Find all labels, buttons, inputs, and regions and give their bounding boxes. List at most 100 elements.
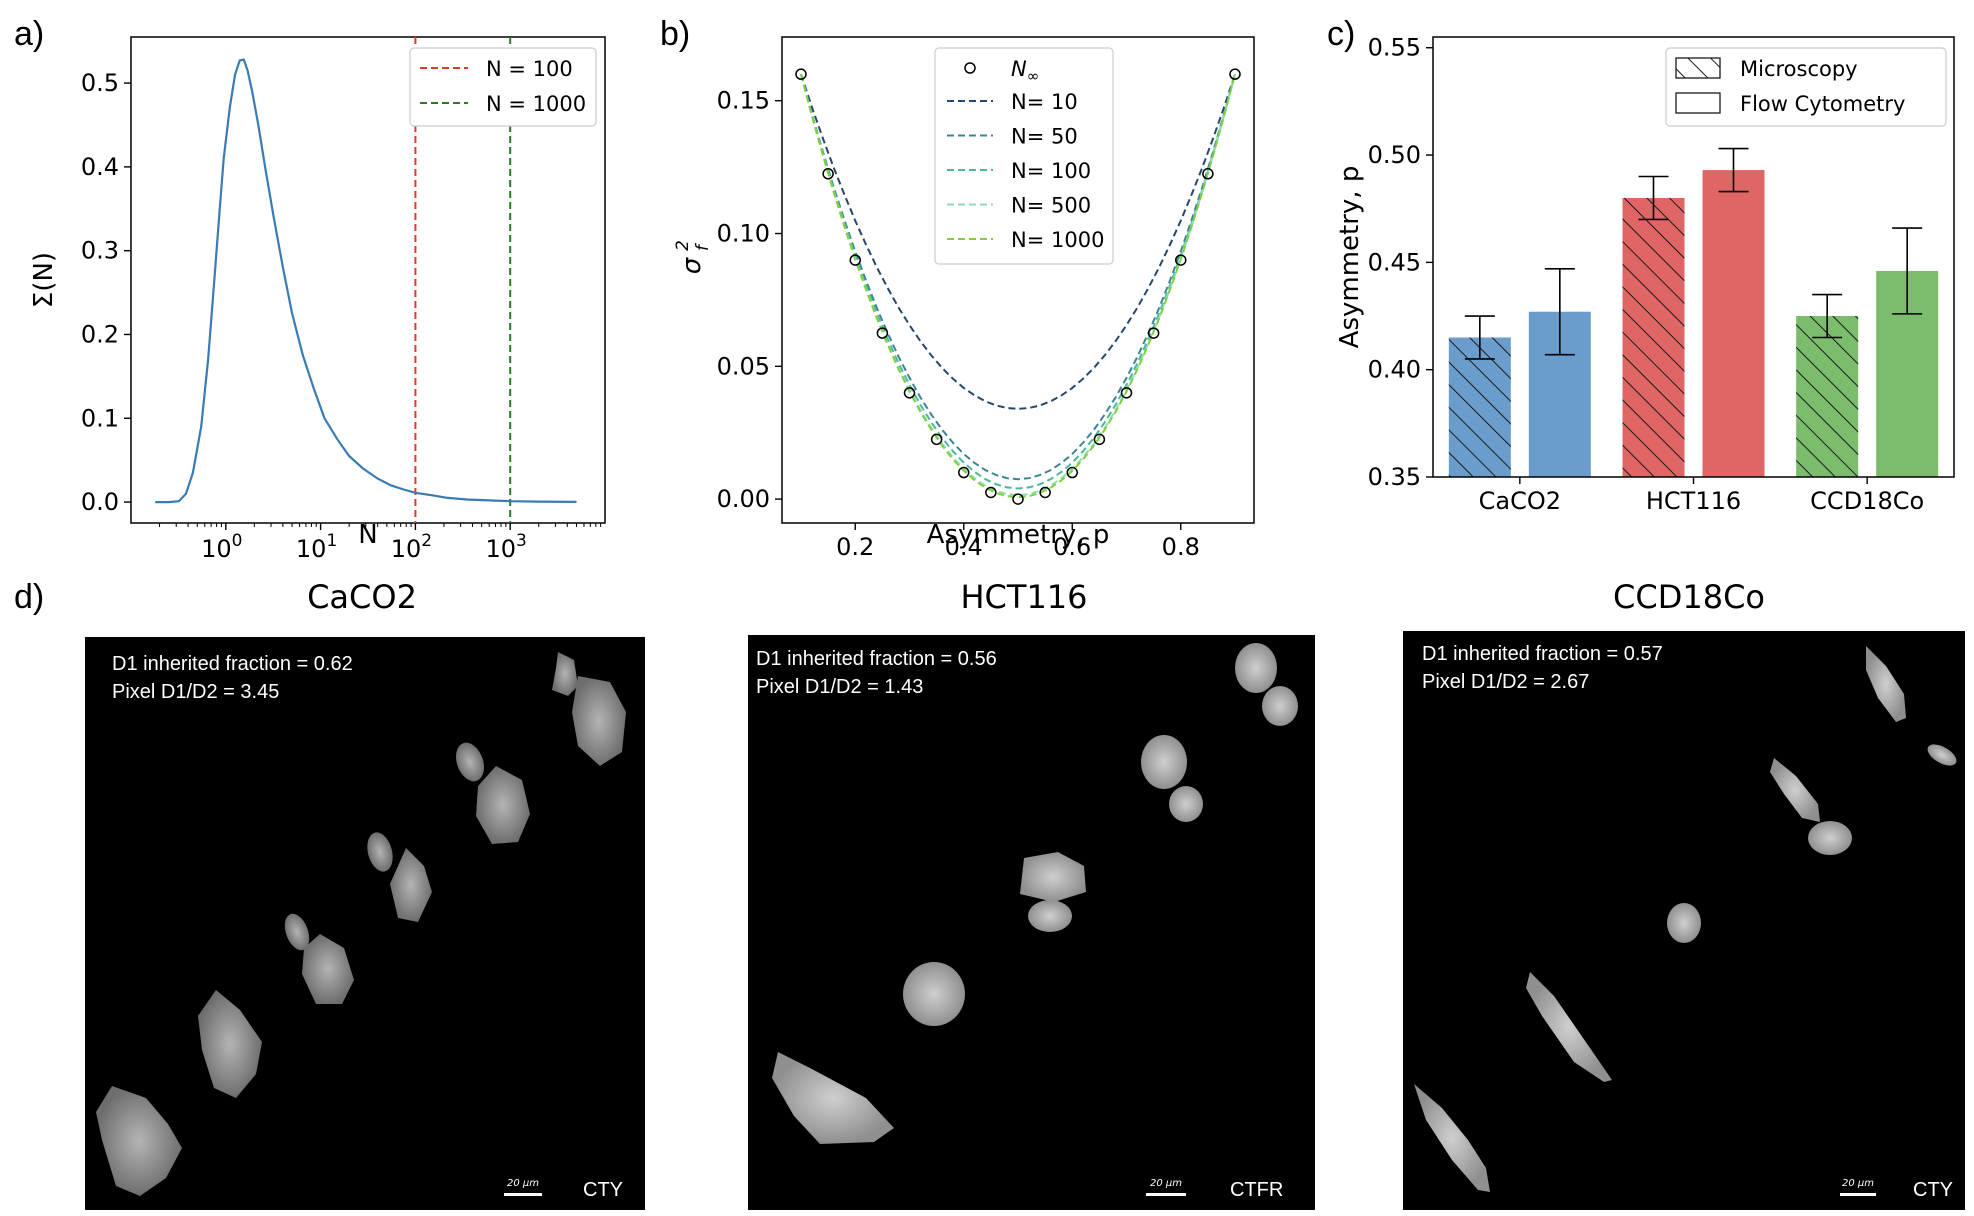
legend-marker-ninf [964,62,976,74]
chart-a: 100 101 102 103 0.0 0.1 0.2 0.3 0.4 0.5 N Σ(N) N … [29,36,606,563]
chart-b-point-11 [1093,433,1106,446]
chart-b-xlabel: Asymmetry, p [927,520,1110,550]
legend-swatch-flow-cytometry [1675,92,1721,114]
chart-c-ticks: 0.35 0.40 0.45 0.50 0.55 CaCO2 HCT116 CCD18Co [1368,34,1925,515]
chart-a-series-line [155,58,577,504]
micrograph-3-fraction: D1 inherited fraction = 0.57 [1422,643,1663,665]
panel-label-d: d) [14,578,44,616]
chart-b-frame [781,36,1255,524]
micrograph-3-title: CCD18Co [1613,578,1765,616]
micrograph-2-title: HCT116 [960,578,1087,616]
chart-c-bars [1448,147,1939,477]
chart-b-ytick-label-1: 0.05 [717,352,770,380]
chart-b-xtick-label-0: 0.2 [836,533,874,561]
micrograph-3-pixel-ratio: Pixel D1/D2 = 2.67 [1422,671,1589,693]
chart-a-xtick-label-2: 102 [391,531,432,563]
micrograph-2-scale-bar [1146,1193,1186,1196]
chart-c-ytick-label-2: 0.45 [1368,248,1421,276]
chart-a-ytick-label-1: 0.1 [81,404,119,432]
svg-text:σ: σ [677,256,707,274]
chart-c-xtick-label-0: CaCO2 [1479,487,1561,515]
chart-a-xtick-label-3: 103 [486,531,527,563]
chart-a-ticks: 100 101 102 103 0.0 0.1 0.2 0.3 0.4 0.5 [81,69,602,563]
micrograph-3-scale-bar [1840,1193,1876,1196]
chart-b-ytick-label-3: 0.15 [717,87,770,115]
chart-b-curve-0 [800,73,1236,410]
chart-b-point-8 [1012,493,1024,505]
micrograph-1-dye: CTY [583,1179,623,1201]
chart-b-point-4 [903,387,916,399]
panel-label-a: a) [14,15,44,53]
micrograph-1-pixel-ratio: Pixel D1/D2 = 3.45 [112,681,279,703]
chart-c-bar-1-1 [1702,170,1765,477]
legend-swatch-microscopy [1675,57,1721,79]
chart-c-xtick-label-1: HCT116 [1646,487,1741,515]
chart-b-point-12 [1120,387,1133,399]
chart-b-point-5 [930,433,943,446]
panel-label-b: b) [660,15,690,53]
chart-c-ytick-label-3: 0.50 [1368,141,1421,169]
micrograph-2-scale-label: 20 µm [1150,1178,1182,1189]
chart-c-legend: Microscopy Flow Cytometry [1665,47,1947,127]
panel-label-c: c) [1327,15,1355,53]
chart-b-point-15 [1202,168,1214,180]
chart-a-xlabel: N [358,520,377,550]
chart-b-point-14 [1175,254,1187,266]
micrograph-1: D1 inherited fraction = 0.62 Pixel D1/D2… [85,637,645,1210]
micrograph-2-pixel-ratio: Pixel D1/D2 = 1.43 [756,676,923,698]
chart-a-ytick-label-0: 0.0 [81,488,119,516]
chart-b-curve-4 [800,73,1236,499]
chart-b-point-1 [822,168,834,180]
chart-a-ytick-label-3: 0.3 [81,237,119,265]
legend-label-0: N= 10 [1011,90,1078,114]
chart-a-ytick-label-2: 0.2 [81,320,119,348]
legend-label-1: N= 50 [1011,125,1078,149]
micrograph-2-dye: CTFR [1230,1179,1283,1201]
chart-a-xtick-label-0: 100 [201,531,242,563]
chart-c-bar-hatch-0-0 [1448,337,1511,477]
chart-b-point-0 [795,68,807,80]
chart-c-xtick-label-2: CCD18Co [1810,487,1924,515]
chart-a-ytick-label-5: 0.5 [81,69,119,97]
chart-b-point-2 [849,254,861,266]
chart-a-xtick-label-1: 101 [296,531,337,563]
micrograph-2-fraction: D1 inherited fraction = 0.56 [756,648,997,670]
chart-b-legend: N∞ N= 10 N= 50 N= 100 N= 500 N= 1000 [934,47,1114,265]
chart-b-point-9 [1039,486,1051,499]
micrograph-3: D1 inherited fraction = 0.57 Pixel D1/D2… [1403,631,1965,1210]
micrograph-1-scale-bar [504,1193,542,1196]
micrograph-3-dye: CTY [1913,1179,1953,1201]
chart-c-bar-hatch-1-0 [1622,197,1685,477]
micrograph-1-cells [96,652,626,1196]
chart-b-ytick-label-2: 0.10 [717,220,770,248]
chart-c-ylabel: Asymmetry, p [1335,166,1365,349]
chart-c-ytick-label-0: 0.35 [1368,463,1421,491]
chart-a-ytick-label-4: 0.4 [81,153,119,181]
chart-b-point-13 [1147,327,1160,339]
chart-c-ytick-label-1: 0.40 [1368,356,1421,384]
chart-b: 0.2 0.4 0.6 0.8 0.00 0.05 0.10 0.15 Asymmetry, … [673,36,1255,561]
legend-label-flow-cytometry: Flow Cytometry [1740,92,1905,116]
micrograph-1-title: CaCO2 [307,578,417,616]
micrograph-2: D1 inherited fraction = 0.56 Pixel D1/D2… [748,635,1315,1210]
legend-label-ninf: N∞ [1011,57,1039,85]
micrograph-3-cells [1414,646,1957,1192]
chart-a-frame [130,36,606,524]
chart-c: 0.35 0.40 0.45 0.50 0.55 CaCO2 HCT116 CCD18Co A… [1335,34,1955,515]
chart-b-curve-2 [800,73,1236,490]
legend-label-microscopy: Microscopy [1740,57,1858,81]
micrograph-1-fraction: D1 inherited fraction = 0.62 [112,653,353,675]
micrograph-2-cells [772,643,1298,1144]
micrograph-1-image [85,637,645,1210]
micrograph-3-scale-label: 20 µm [1842,1178,1874,1189]
chart-b-curve-1 [800,73,1236,481]
chart-b-point-3 [876,327,889,339]
legend-label-n100: N = 100 [486,57,573,81]
chart-b-xtick-label-2: 0.6 [1053,533,1091,561]
chart-b-point-10 [1066,466,1079,479]
chart-b-xtick-label-3: 0.8 [1162,533,1200,561]
chart-a-legend: N = 100 N = 1000 [409,47,597,127]
svg-text:2: 2 [673,240,693,251]
chart-b-ylabel: σ 2 f [673,240,713,274]
chart-b-point-16 [1229,68,1241,80]
